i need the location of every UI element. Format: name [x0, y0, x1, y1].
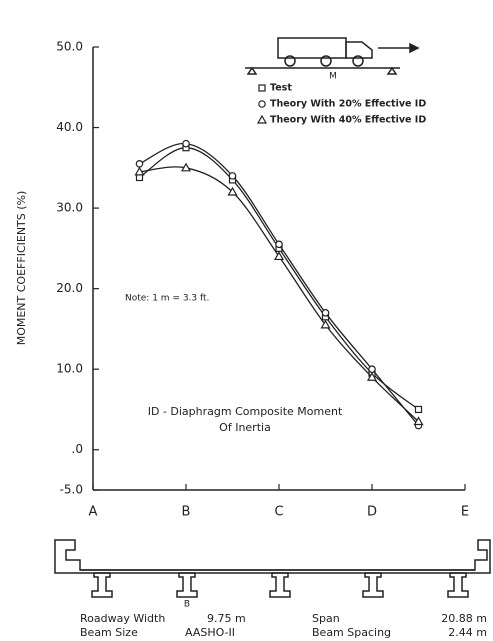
- x-tick-label: C: [274, 505, 283, 520]
- legend-marker: [259, 85, 265, 91]
- truck-sketch: [245, 38, 418, 74]
- marker: [183, 140, 189, 146]
- beam: [363, 573, 383, 597]
- x-tick-label: D: [367, 505, 377, 520]
- beam-label: B: [184, 600, 190, 610]
- bridge-section: [55, 540, 490, 597]
- legend-label: Test: [270, 83, 292, 94]
- y-tick-label: 40.0: [56, 120, 83, 134]
- series-line: [140, 144, 419, 426]
- table-cell: 9.75 m: [207, 612, 246, 625]
- y-axis-label: MOMENT COEFFICIENTS (%): [15, 191, 28, 346]
- table-cell: AASHO-II: [185, 626, 235, 639]
- annotation: Of Inertia: [219, 421, 271, 434]
- legend-label: Theory With 40% Effective ID: [270, 115, 426, 126]
- marker: [229, 173, 235, 179]
- table-cell: Beam Spacing: [312, 626, 391, 639]
- marker: [416, 406, 422, 412]
- beam: [92, 573, 112, 597]
- figure: MOMENT COEFFICIENTS (%) M Note: 1 m = 3.…: [0, 0, 493, 641]
- section-label: M: [329, 72, 337, 82]
- y-tick-label: 10.0: [56, 362, 83, 376]
- x-tick-label: B: [182, 505, 191, 520]
- legend-marker: [258, 116, 266, 123]
- x-tick-label: A: [89, 505, 98, 520]
- y-tick-label: 50.0: [56, 40, 83, 54]
- y-tick-label: -5.0: [60, 483, 83, 497]
- y-tick-label: 20.0: [56, 281, 83, 295]
- x-tick-label: E: [461, 505, 469, 520]
- table-cell: Beam Size: [80, 626, 138, 639]
- beam: [448, 573, 468, 597]
- marker: [322, 310, 328, 316]
- annotation: ID - Diaphragm Composite Moment: [148, 405, 343, 418]
- y-tick-label: 30.0: [56, 201, 83, 215]
- note: Note: 1 m = 3.3 ft.: [125, 294, 209, 304]
- table-cell: Roadway Width: [80, 612, 165, 625]
- marker: [369, 366, 375, 372]
- marker: [276, 241, 282, 247]
- beam: [177, 573, 197, 597]
- marker: [136, 161, 142, 167]
- y-tick-label: .0: [72, 442, 83, 456]
- table-cell: 20.88 m: [441, 612, 487, 625]
- beam: [270, 573, 290, 597]
- legend-marker: [259, 101, 265, 107]
- legend-label: Theory With 20% Effective ID: [270, 99, 426, 110]
- table-cell: 2.44 m: [448, 626, 487, 639]
- series-line: [140, 148, 419, 410]
- table-cell: Span: [312, 612, 340, 625]
